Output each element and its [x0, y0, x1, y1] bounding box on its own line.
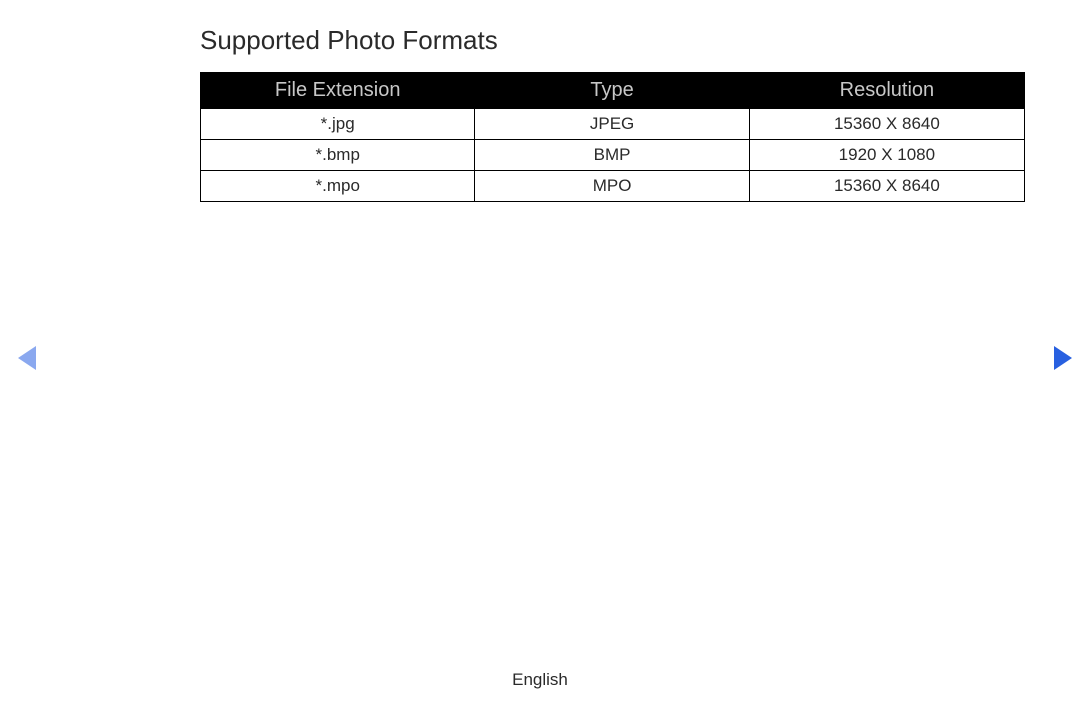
cell-resolution: 1920 X 1080 [749, 140, 1024, 171]
cell-extension: *.bmp [201, 140, 475, 171]
cell-type: MPO [475, 171, 749, 202]
header-type: Type [475, 73, 749, 109]
cell-resolution: 15360 X 8640 [749, 171, 1024, 202]
table-header-row: File Extension Type Resolution [201, 73, 1025, 109]
header-extension: File Extension [201, 73, 475, 109]
cell-type: BMP [475, 140, 749, 171]
formats-table: File Extension Type Resolution *.jpg JPE… [200, 72, 1025, 202]
next-page-icon[interactable] [1054, 346, 1072, 370]
cell-resolution: 15360 X 8640 [749, 109, 1024, 140]
cell-extension: *.mpo [201, 171, 475, 202]
language-label: English [0, 670, 1080, 690]
table-row: *.bmp BMP 1920 X 1080 [201, 140, 1025, 171]
previous-page-icon[interactable] [18, 346, 36, 370]
table-row: *.jpg JPEG 15360 X 8640 [201, 109, 1025, 140]
cell-extension: *.jpg [201, 109, 475, 140]
cell-type: JPEG [475, 109, 749, 140]
table-row: *.mpo MPO 15360 X 8640 [201, 171, 1025, 202]
page-title: Supported Photo Formats [200, 25, 1025, 56]
header-resolution: Resolution [749, 73, 1024, 109]
